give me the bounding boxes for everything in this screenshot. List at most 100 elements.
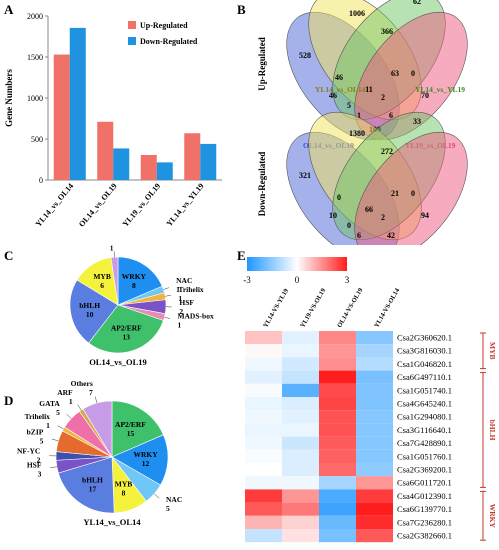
pie-slice-c [69, 279, 119, 344]
panel-label-d: D [4, 393, 14, 408]
pie-leader-line [164, 316, 171, 319]
heatmap-cell [319, 357, 356, 371]
bar-up [53, 54, 70, 180]
pie-leader-line [51, 438, 59, 442]
venn-count: 0 [337, 193, 341, 202]
pie-slice-value: 1 [177, 321, 181, 330]
pie-slice-value: 1 [176, 285, 180, 294]
heatmap-column-label: YL14-VS-YL19 [262, 287, 290, 329]
panel-label-b: B [237, 2, 246, 17]
pie-slice-d [111, 400, 164, 458]
heatmap-row-label: Csa2G369200.1 [397, 465, 452, 475]
pie-leader-line [163, 287, 169, 290]
group-label: WRKY [488, 504, 497, 529]
pie-slice-label: HSF [27, 460, 42, 469]
venn-side-label: Down-Regulated [257, 152, 267, 217]
heatmap-row-label: Csa3G116640.1 [397, 425, 452, 435]
pie-leader-line [94, 396, 98, 404]
heatmap-cell [319, 410, 356, 424]
pie-slice-value: 15 [127, 429, 135, 438]
pie-slice-value: 17 [89, 484, 97, 493]
venn-set-label: YL14_vs_OL14 [315, 85, 366, 94]
pie-slice-value: 8 [132, 281, 136, 290]
heatmap-cell [282, 476, 319, 490]
legend-swatch [128, 37, 136, 45]
pie-slice-label: Trihelix [178, 285, 204, 294]
color-scale-tick: 3 [345, 275, 350, 285]
heatmap-cell [245, 357, 282, 371]
group-label: bHLH [488, 420, 497, 441]
pie-slice-label: NAC [166, 495, 182, 504]
bar-up [184, 133, 201, 180]
heatmap-cell [245, 397, 282, 411]
bar-chart: 0 500 1000 1500 2000 Gene Numbers YL14_vs_OL14… [4, 12, 222, 229]
heatmap-cell [245, 344, 282, 358]
pie-slice-label: bZIP [27, 427, 44, 436]
y-axis-title: Gene Numbers [4, 69, 14, 127]
heatmap-row-label: Csa1G051740.1 [397, 385, 452, 395]
pie-slice-value: 6 [100, 281, 104, 290]
venn-count: 1 [357, 111, 361, 120]
venn-count: 6 [389, 111, 393, 120]
heatmap: -3 0 3 YL14-VS-YL19 YL19-VS-OL19 OL14-VS-OL19… [243, 257, 497, 543]
bar-down [200, 143, 217, 180]
pie-slice-value: 1 [110, 245, 114, 253]
heatmap-cell [282, 357, 319, 371]
x-tick-label: YL19_vs_OL19 [121, 182, 162, 229]
heatmap-cell [319, 344, 356, 358]
heatmap-cell [282, 344, 319, 358]
heatmap-cell [319, 436, 356, 450]
heatmap-row-label: Csa1G051760.1 [397, 451, 452, 461]
heatmap-cell [319, 383, 356, 397]
x-tick-label: YL14_vs_YL19 [165, 182, 206, 229]
heatmap-cell [245, 331, 282, 345]
venn-count: 5 [347, 101, 351, 110]
venn-count: 62 [413, 0, 421, 6]
heatmap-row-label: Csa6G011720.1 [397, 478, 452, 488]
heatmap-row-label: Csa3G816030.1 [397, 346, 452, 356]
heatmap-cell [319, 397, 356, 411]
heatmap-cell [245, 515, 282, 529]
venn-count: 366 [381, 27, 393, 36]
heatmap-cell [282, 436, 319, 450]
heatmap-cell [319, 529, 356, 543]
venn-count: 0 [411, 69, 415, 78]
heatmap-cell [356, 344, 393, 358]
heatmap-cell [245, 463, 282, 477]
pie-slice-value: 1 [46, 421, 50, 430]
heatmap-cell [356, 383, 393, 397]
pie-slice-value: 5 [56, 408, 60, 417]
pie-slice-value: 3 [38, 469, 42, 478]
x-tick-label: YL14_vs_OL14 [34, 182, 75, 229]
pie-slice-value: 13 [123, 333, 131, 342]
heatmap-cell [356, 476, 393, 490]
bar-down [113, 148, 130, 180]
venn-set-ellipse [354, 131, 468, 245]
pie-slice-label: ARF [57, 388, 73, 397]
pie-slice-value: 2 [179, 307, 183, 316]
venn-count: 0 [347, 221, 351, 230]
pie-leader-line [50, 466, 57, 469]
panel-label-e: E [237, 248, 246, 263]
y-tick-label: 1500 [27, 53, 43, 62]
heatmap-cell [282, 397, 319, 411]
heatmap-row-label: Csa1G294080.1 [397, 412, 452, 422]
heatmap-row-label: Csa6G139770.1 [397, 504, 452, 514]
heatmap-cell [356, 357, 393, 371]
heatmap-cell [245, 383, 282, 397]
color-scale-tick: 0 [295, 275, 300, 285]
legend-swatch [128, 21, 136, 29]
heatmap-row-label: Csa7G428890.1 [397, 438, 452, 448]
pie-slice-label: WRKY [133, 450, 158, 459]
heatmap-cell [245, 449, 282, 463]
pie-slice-label: WRKY [122, 272, 147, 281]
pie-slice-label: MYB [115, 480, 133, 489]
pie-slice-d [111, 434, 169, 486]
venn-count: 2 [381, 93, 385, 102]
venn-count: 528 [299, 51, 311, 60]
pie-slice-label: NF-YC [17, 447, 40, 456]
pie-charts: WRKY8NAC1Trihelix1HSF2MADS-box1AP2/ERF13… [17, 245, 214, 527]
heatmap-cell [245, 436, 282, 450]
heatmap-cell [245, 476, 282, 490]
heatmap-cell [319, 463, 356, 477]
